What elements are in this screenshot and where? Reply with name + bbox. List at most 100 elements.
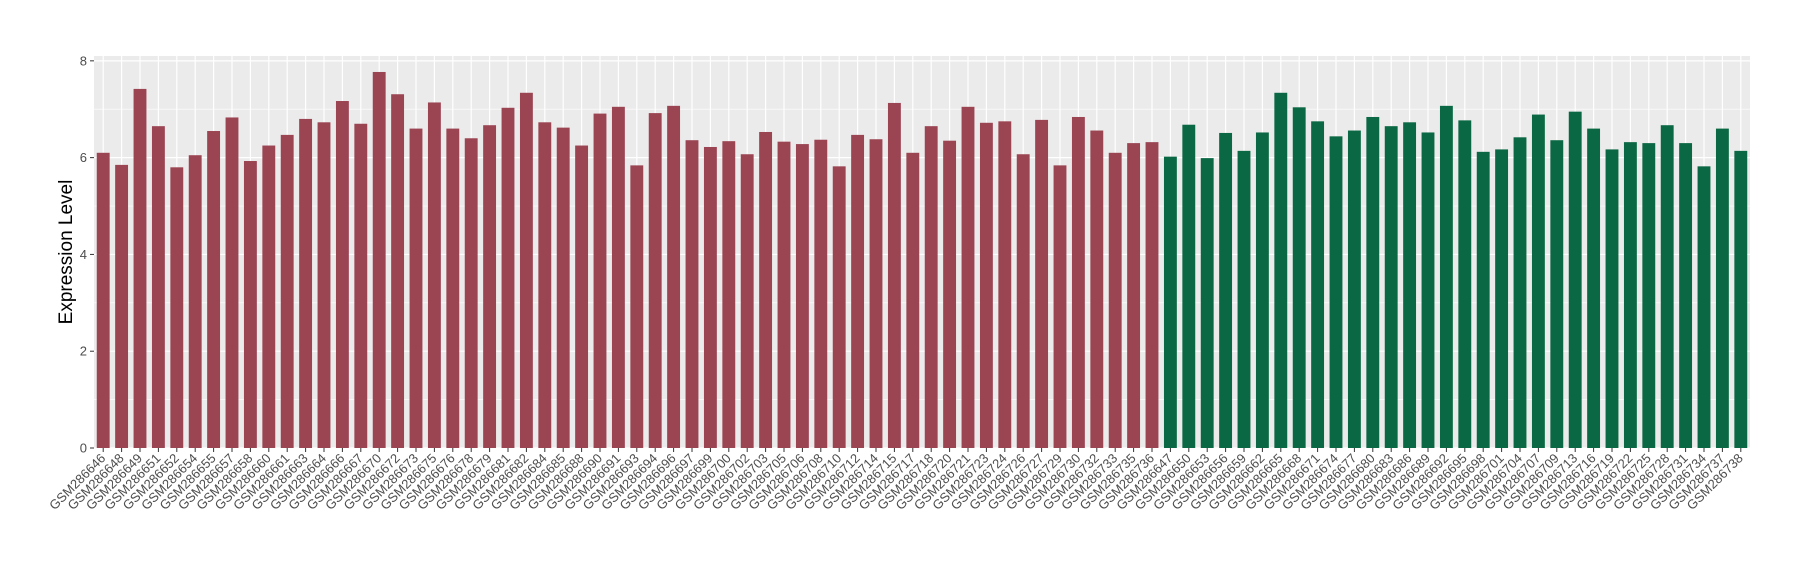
bar-GSM286710 [832,166,846,448]
bar-GSM286694 [648,113,662,448]
bar-GSM286729 [1053,165,1067,448]
bar-GSM286735 [1127,143,1141,448]
bar-GSM286665 [1274,92,1288,449]
bar-GSM286738 [1734,150,1748,449]
bar-GSM286719 [1605,149,1619,448]
bar-GSM286666 [335,101,349,448]
bar-GSM286709 [1550,140,1564,449]
bar-GSM286702 [740,154,754,448]
bar-GSM286680 [1366,116,1380,448]
bar-GSM286656 [1219,132,1233,448]
bar-GSM286660 [262,145,276,448]
bar-GSM286674 [1329,136,1343,448]
bar-GSM286723 [979,122,993,448]
bar-GSM286685 [556,127,570,448]
bar-GSM286677 [1347,130,1361,449]
y-tick-label: 6 [80,150,87,165]
bar-GSM286705 [777,141,791,449]
bar-GSM286667 [354,123,368,449]
bar-GSM286657 [225,117,239,448]
bar-GSM286672 [391,94,405,448]
bar-GSM286704 [1513,137,1527,448]
bar-GSM286676 [446,128,460,448]
bar-GSM286684 [538,122,552,448]
bar-GSM286675 [427,102,441,448]
bar-GSM286700 [722,141,736,449]
y-tick-label: 2 [80,344,87,359]
bar-GSM286699 [703,146,717,448]
bar-GSM286695 [1458,120,1472,449]
bar-GSM286683 [1384,126,1398,448]
bar-GSM286681 [501,107,515,448]
bar-GSM286647 [1163,156,1177,448]
bar-GSM286689 [1421,132,1435,448]
bar-GSM286649 [133,88,147,449]
bar-GSM286688 [575,145,589,448]
x-axis: GSM286646GSM286648GSM286649GSM286651GSM2… [46,448,1746,513]
bar-GSM286714 [869,139,883,448]
bar-GSM286691 [611,106,625,448]
bar-GSM286659 [1237,150,1251,449]
bar-GSM286703 [759,131,773,449]
bar-GSM286724 [998,121,1012,448]
bar-GSM286654 [188,155,202,448]
y-tick-label: 8 [80,53,87,68]
bar-GSM286733 [1108,152,1122,448]
bar-GSM286648 [115,164,129,448]
bar-GSM286706 [795,144,809,448]
bar-GSM286713 [1568,111,1582,448]
bar-GSM286716 [1587,128,1601,448]
bar-GSM286718 [924,126,938,448]
bar-GSM286655 [207,131,221,449]
bar-GSM286715 [887,102,901,448]
bar-GSM286662 [1255,132,1269,448]
bar-GSM286720 [943,140,957,449]
bar-GSM286693 [630,165,644,448]
bar-GSM286652 [170,167,184,448]
bar-GSM286678 [464,138,478,448]
bar-GSM286686 [1403,122,1417,448]
bar-GSM286731 [1679,143,1693,448]
bar-GSM286670 [372,71,386,448]
bar-GSM286698 [1476,151,1490,449]
bar-GSM286707 [1531,114,1545,449]
bar-GSM286730 [1071,116,1085,448]
bar-GSM286726 [1016,154,1030,448]
bar-GSM286734 [1697,166,1711,448]
y-tick-label: 4 [80,247,87,262]
bar-GSM286721 [961,106,975,448]
bar-GSM286690 [593,113,607,449]
y-axis-title: Expression Level [56,180,77,325]
bar-GSM286653 [1200,158,1214,448]
bar-GSM286661 [280,134,294,448]
bars [96,71,1748,449]
bar-GSM286682 [519,92,533,449]
bar-GSM286663 [299,118,313,449]
bar-GSM286737 [1715,128,1729,448]
bar-GSM286651 [151,126,165,448]
bar-GSM286732 [1090,130,1104,449]
bar-GSM286692 [1439,105,1453,448]
bar-GSM286679 [483,125,497,448]
bar-GSM286646 [96,152,110,448]
bar-GSM286717 [906,152,920,448]
bar-GSM286708 [814,139,828,448]
bar-GSM286727 [1035,119,1049,449]
y-tick-label: 0 [80,441,87,456]
bar-GSM286696 [667,105,681,448]
bar-GSM286668 [1292,107,1306,448]
bar-GSM286671 [1311,121,1325,448]
bar-GSM286664 [317,122,331,448]
y-axis: 0 2 4 6 8 [80,53,94,456]
bar-GSM286697 [685,140,699,449]
bar-GSM286728 [1660,125,1674,448]
panel-background [94,56,1750,448]
bar-GSM286725 [1642,143,1656,448]
bar-GSM286722 [1623,142,1637,449]
bar-GSM286712 [851,134,865,448]
bar-GSM286736 [1145,142,1159,449]
bar-GSM286650 [1182,124,1196,449]
bar-GSM286658 [243,161,257,449]
bar-GSM286673 [409,128,423,448]
